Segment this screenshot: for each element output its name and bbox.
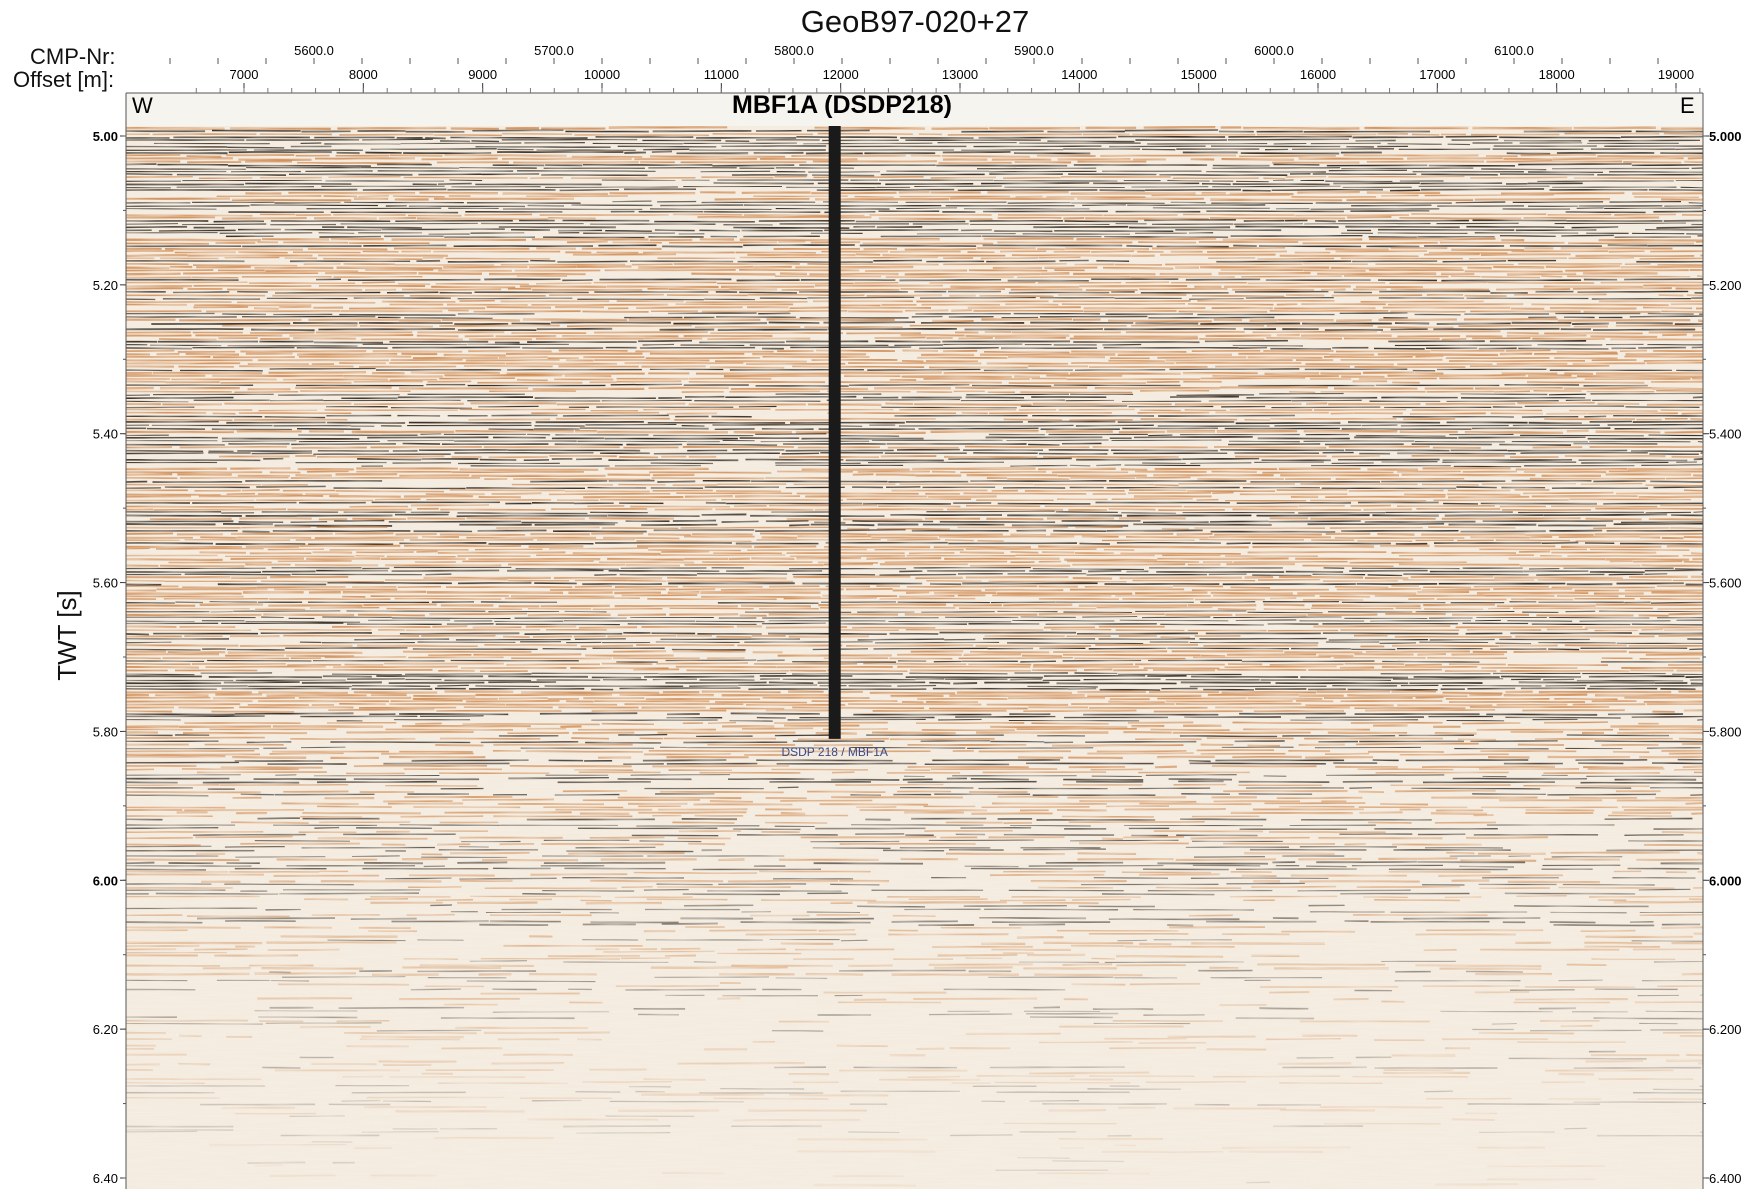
y-tick-label-left: 6.20 [93,1022,118,1037]
offset-tick-label: 17000 [1419,67,1455,82]
figure-title: GeoB97-020+27 [800,4,1030,39]
y-tick-label-left: 5.40 [93,427,118,442]
y-tick-label-left: 6.00 [93,873,118,888]
offset-tick-label: 11000 [704,67,739,82]
offset-tick-label: 12000 [823,67,859,82]
offset-tick-label: 14000 [1061,67,1097,82]
offset-tick-label: 7000 [230,67,259,82]
y-tick-label-left: 5.20 [93,278,118,293]
y-tick-label-right: 6.000 [1709,873,1742,888]
cmp-tick-label: 6100.0 [1494,43,1534,58]
y-tick-label-left: 5.60 [93,576,118,591]
offset-tick-label: 18000 [1539,67,1575,82]
y-tick-label-right: 5.200 [1709,278,1742,293]
y-tick-label-left: 5.80 [93,724,118,739]
noise-overlay [126,126,1703,1189]
well-label: DSDP 218 / MBF1A [781,745,888,759]
well-layer: DSDP 218 / MBF1A [781,126,888,759]
offset-tick-label: 15000 [1181,67,1217,82]
west-label: W [132,93,153,118]
cmp-axis-label: CMP-Nr: [30,44,116,69]
offset-tick-label: 10000 [584,67,620,82]
cmp-tick-label: 5600.0 [294,43,334,58]
header-strip [126,93,1703,126]
cmp-tick-label: 5900.0 [1014,43,1054,58]
cmp-tick-label: 5800.0 [774,43,814,58]
offset-tick-label: 9000 [468,67,497,82]
y-tick-label-right: 5.000 [1709,129,1742,144]
cmp-tick-label: 6000.0 [1254,43,1294,58]
y-axis-title: TWT [s] [51,590,82,681]
y-tick-label-right: 6.400 [1709,1171,1742,1186]
y-tick-label-right: 5.400 [1709,427,1742,442]
section-label: MBF1A (DSDP218) [732,91,952,119]
well-column [828,126,841,739]
offset-axis-label: Offset [m]: [13,67,115,92]
offset-tick-label: 8000 [349,67,378,82]
y-tick-label-right: 5.600 [1709,576,1742,591]
axes-layer: 5.00 5.000 5.20 5.200 5.40 5.400 5.60 5.600 5.80… [93,43,1742,1186]
cmp-tick-label: 5700.0 [534,43,574,58]
offset-tick-label: 13000 [942,67,978,82]
offset-tick-label: 16000 [1300,67,1336,82]
offset-tick-label: 19000 [1658,67,1694,82]
east-label: E [1680,93,1695,118]
y-tick-label-right: 6.200 [1709,1022,1742,1037]
y-tick-label-left: 6.40 [93,1171,118,1186]
y-tick-label-left: 5.00 [93,129,118,144]
y-tick-label-right: 5.800 [1709,724,1742,739]
